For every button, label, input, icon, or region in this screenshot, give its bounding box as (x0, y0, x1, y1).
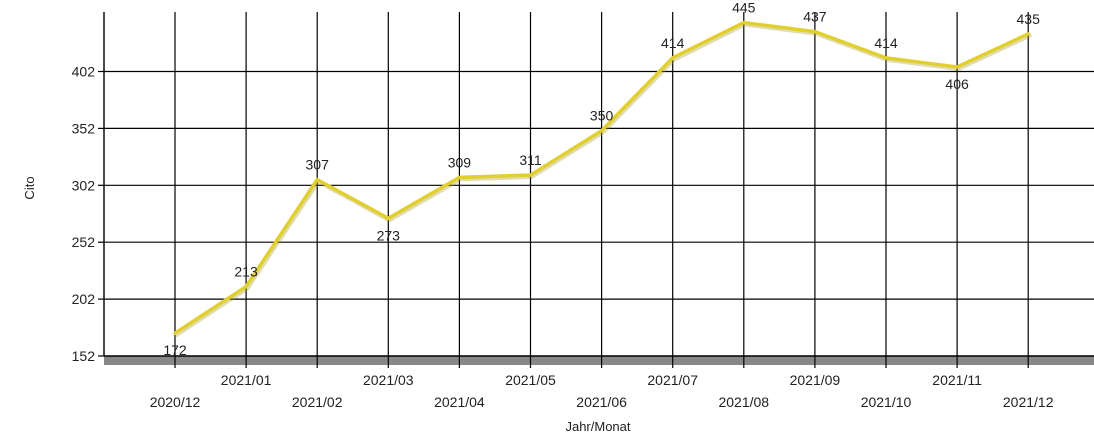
x-tick-label: 2021/10 (861, 394, 912, 410)
x-tick-label: 2021/12 (1003, 394, 1054, 410)
data-label: 350 (590, 108, 614, 124)
y-axis-title: Cito (22, 176, 37, 199)
data-label: 437 (803, 9, 827, 25)
data-label: 213 (234, 264, 258, 280)
y-tick-label: 152 (72, 348, 96, 364)
y-tick-label: 252 (72, 234, 96, 250)
x-tick-label: 2021/02 (292, 394, 343, 410)
x-tick-label: 2021/09 (790, 372, 841, 388)
axes (98, 12, 1094, 368)
data-label: 273 (377, 227, 401, 243)
x-tick-label: 2021/07 (647, 372, 698, 388)
data-label: 414 (874, 35, 898, 51)
x-tick-label: 2021/11 (932, 372, 982, 388)
x-tick-label: 2021/05 (505, 372, 556, 388)
data-label: 172 (163, 342, 187, 358)
x-tick-label: 2020/12 (150, 394, 201, 410)
x-tick-label: 2021/01 (221, 372, 272, 388)
data-label: 435 (1017, 11, 1041, 27)
data-labels: 172 213 307 273 309 311 350 414 445 437 414 406 435 (163, 0, 1040, 358)
tick-labels: 152 202 252 302 352 402 2020/12 2021/01 2021/02 2… (72, 64, 1054, 411)
x-tick-label: 2021/08 (718, 394, 769, 410)
x-tick-label: 2021/03 (363, 372, 414, 388)
data-label: 406 (945, 76, 969, 92)
x-tick-label: 2021/06 (576, 394, 627, 410)
data-label: 309 (448, 154, 472, 170)
plot-shadow (104, 356, 1094, 365)
series-line (173, 20, 1030, 335)
y-tick-label: 352 (72, 120, 96, 136)
grid (104, 12, 1094, 356)
x-tick-label: 2021/04 (434, 394, 485, 410)
y-tick-label: 402 (72, 64, 96, 80)
series-line-shadow (173, 21, 1032, 338)
x-axis-title: Jahr/Monat (565, 419, 630, 434)
data-label: 445 (732, 0, 756, 16)
data-label: 414 (661, 35, 685, 51)
data-label: 311 (519, 152, 542, 168)
y-tick-label: 202 (72, 291, 96, 307)
series-layer (173, 20, 1032, 338)
data-label: 307 (306, 157, 330, 173)
y-tick-label: 302 (72, 177, 96, 193)
